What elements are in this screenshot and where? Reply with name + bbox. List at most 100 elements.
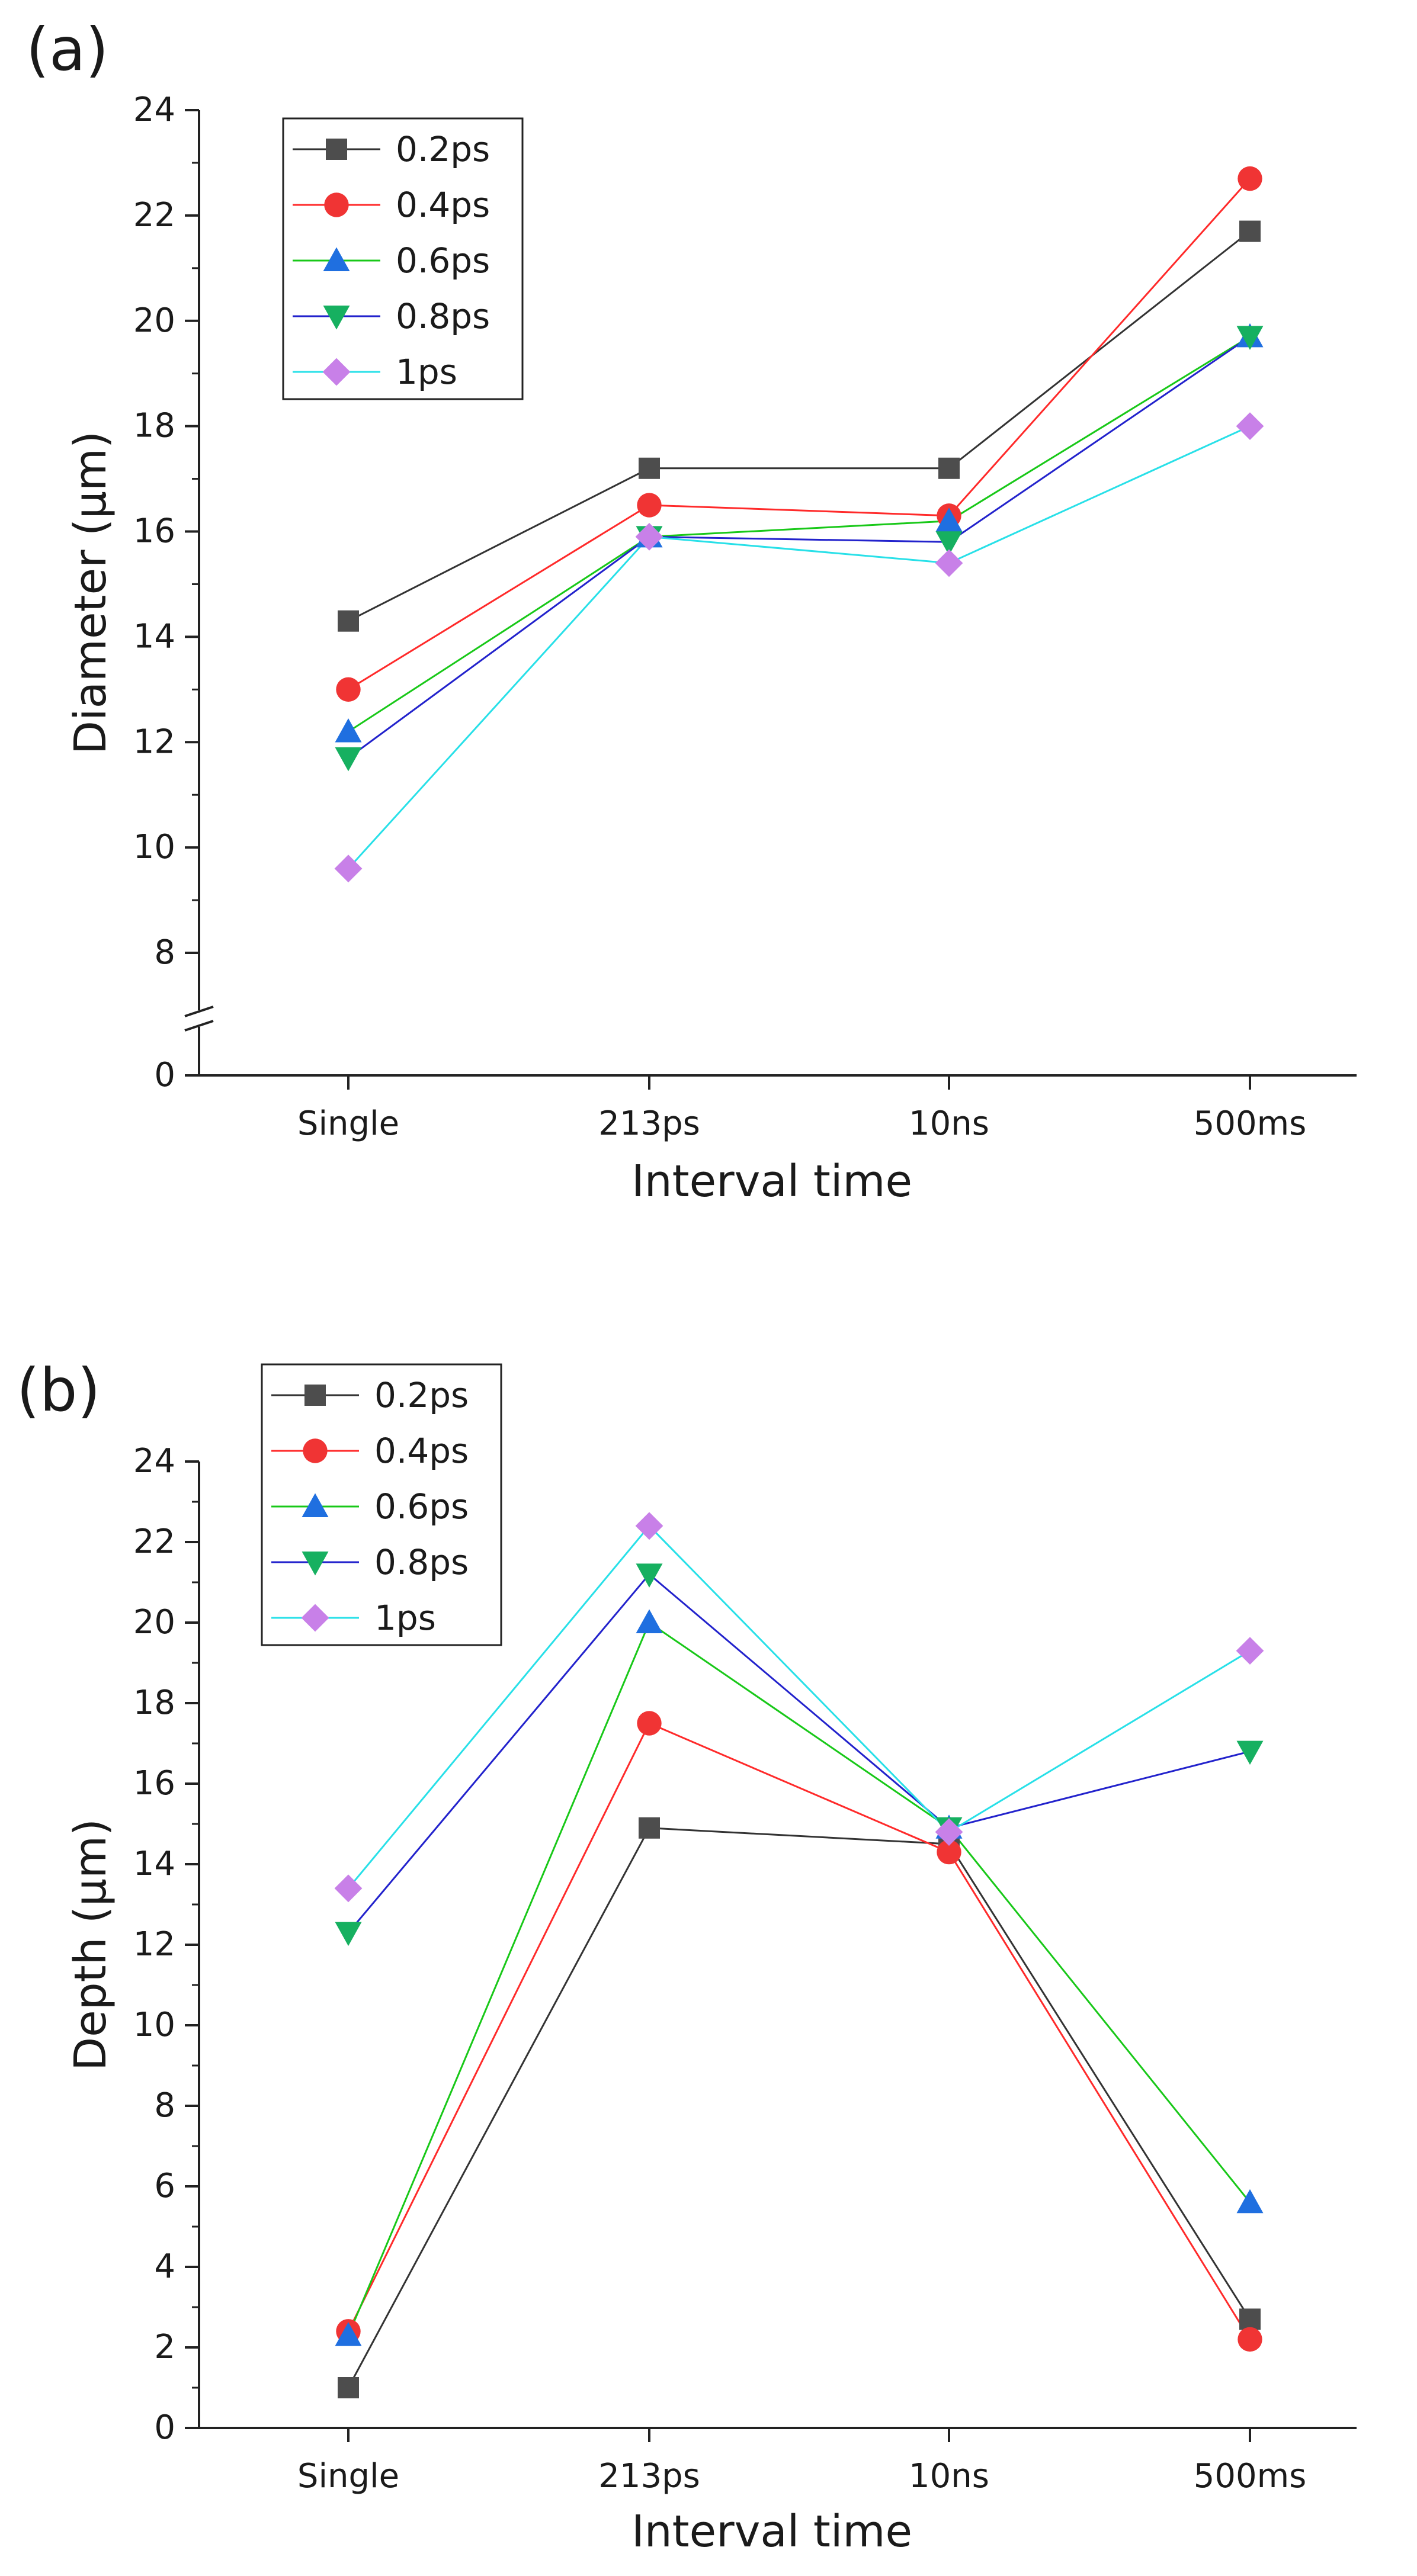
x-tick-label: 10ns	[909, 1104, 989, 1143]
y-tick-label: 10	[133, 2006, 175, 2044]
data-point-1ps	[1236, 412, 1264, 441]
data-point-1ps	[635, 1512, 663, 1540]
data-point-1ps	[935, 549, 963, 577]
y-tick-label: 14	[133, 617, 175, 656]
data-point-1ps	[1236, 1637, 1264, 1665]
data-point-0-4ps	[1238, 166, 1262, 191]
data-point-1ps	[635, 522, 663, 551]
y-tick-label: 20	[133, 301, 175, 340]
legend-label: 1ps	[396, 352, 457, 392]
legend-marker	[324, 192, 349, 217]
series-line-0-4ps	[348, 178, 1251, 690]
series-line-0-6ps	[348, 336, 1251, 733]
y-tick-label: 16	[133, 1764, 175, 1803]
y-tick-label: 0	[154, 2408, 175, 2447]
x-tick-label: Single	[297, 2457, 399, 2495]
y-tick-label: 18	[133, 1684, 175, 1722]
legend-label: 0.4ps	[396, 185, 490, 225]
y-axis-title: Depth (μm)	[65, 1819, 116, 2071]
series-line-0-6ps	[347, 1621, 1251, 2336]
x-axis-title: Interval time	[631, 2506, 912, 2557]
data-point-0-2ps	[1239, 2308, 1261, 2330]
series-line-1ps	[347, 425, 1251, 869]
x-tick-label: 500ms	[1194, 1104, 1307, 1143]
legend-marker	[302, 1552, 329, 1576]
data-point-0-4ps	[937, 1839, 961, 1865]
y-tick-label: 16	[133, 512, 175, 551]
data-point-0-2ps	[338, 2377, 359, 2398]
data-point-0-2ps	[1239, 220, 1261, 242]
legend-label: 0.6ps	[374, 1486, 469, 1527]
legend-marker	[323, 247, 350, 271]
data-point-0-4ps	[336, 677, 361, 702]
series-line-0-8ps	[347, 1573, 1251, 1933]
y-tick-label: 22	[133, 196, 175, 235]
y-tick-label: 8	[154, 2086, 175, 2125]
data-point-0-2ps	[338, 610, 359, 632]
y-tick-label: 12	[133, 1925, 175, 1964]
data-point-0-6ps	[335, 2322, 362, 2346]
data-point-0-4ps	[1238, 2327, 1262, 2352]
legend-marker	[323, 306, 350, 330]
legend-label: 1ps	[374, 1598, 436, 1638]
x-tick-label: 213ps	[598, 1104, 700, 1143]
data-point-0-2ps	[639, 457, 660, 479]
data-point-0-2ps	[938, 457, 960, 479]
chart-panel-a: (a) 0 8 10 12 14 16 18 20 22 24 Single 213ps 10ns 500m…	[26, 15, 1357, 1207]
legend-box	[282, 117, 524, 400]
legend-label: 0.8ps	[374, 1542, 469, 1582]
data-point-0-6ps	[636, 1609, 663, 1633]
data-point-0-4ps	[637, 1711, 662, 1736]
data-point-0-8ps	[935, 531, 963, 555]
x-tick-label: Single	[297, 1104, 399, 1143]
series-line-0-8ps	[348, 336, 1251, 759]
legend-marker	[326, 139, 347, 160]
data-point-0-8ps	[335, 1922, 362, 1947]
legend-marker	[302, 1493, 329, 1517]
legend: 0.2ps 0.4ps 0.6ps 0.8ps 1ps	[282, 117, 524, 400]
data-point-0-4ps	[637, 493, 662, 518]
y-tick-label: 8	[154, 933, 175, 972]
y-tick-label: 12	[133, 722, 175, 761]
axis-break-mark	[184, 1020, 214, 1032]
legend-label: 0.8ps	[396, 296, 490, 336]
legend-box	[261, 1363, 502, 1646]
legend-marker	[303, 1438, 328, 1463]
data-point-0-6ps	[1236, 2189, 1264, 2214]
panel-label: (a)	[26, 15, 108, 84]
y-tick-label: 10	[133, 828, 175, 866]
legend-label: 0.2ps	[396, 129, 490, 169]
data-point-0-8ps	[1236, 1740, 1264, 1765]
legend-marker	[301, 1604, 329, 1632]
legend-label: 0.2ps	[374, 1375, 469, 1415]
y-tick-label: 0	[154, 1056, 175, 1094]
legend-marker	[322, 358, 351, 386]
y-tick-label: 24	[133, 1442, 175, 1480]
series-line-1ps	[347, 1524, 1251, 1889]
y-tick-label: 14	[133, 1845, 175, 1883]
y-tick-label: 20	[133, 1603, 175, 1642]
x-tick-label: 500ms	[1194, 2457, 1307, 2495]
series-line-0-4ps	[347, 1722, 1251, 2340]
legend: 0.2ps 0.4ps 0.6ps 0.8ps 1ps	[261, 1363, 502, 1646]
data-point-0-2ps	[639, 1817, 660, 1839]
legend-marker	[304, 1385, 326, 1406]
y-tick-label: 24	[133, 91, 175, 129]
data-point-1ps	[935, 1818, 963, 1846]
y-tick-label: 22	[133, 1523, 175, 1561]
data-point-0-8ps	[335, 747, 362, 772]
data-point-1ps	[334, 1874, 363, 1903]
y-tick-label: 18	[133, 407, 175, 445]
x-axis-title: Interval time	[631, 1156, 912, 1207]
data-point-1ps	[334, 855, 363, 883]
panel-label: (b)	[17, 1356, 101, 1425]
legend-label: 0.4ps	[374, 1431, 469, 1471]
data-point-0-8ps	[636, 1563, 663, 1588]
data-point-0-6ps	[935, 508, 963, 532]
series-line-0-2ps	[348, 230, 1251, 622]
axis-break-mark	[184, 1006, 214, 1017]
data-point-0-6ps	[335, 718, 362, 743]
